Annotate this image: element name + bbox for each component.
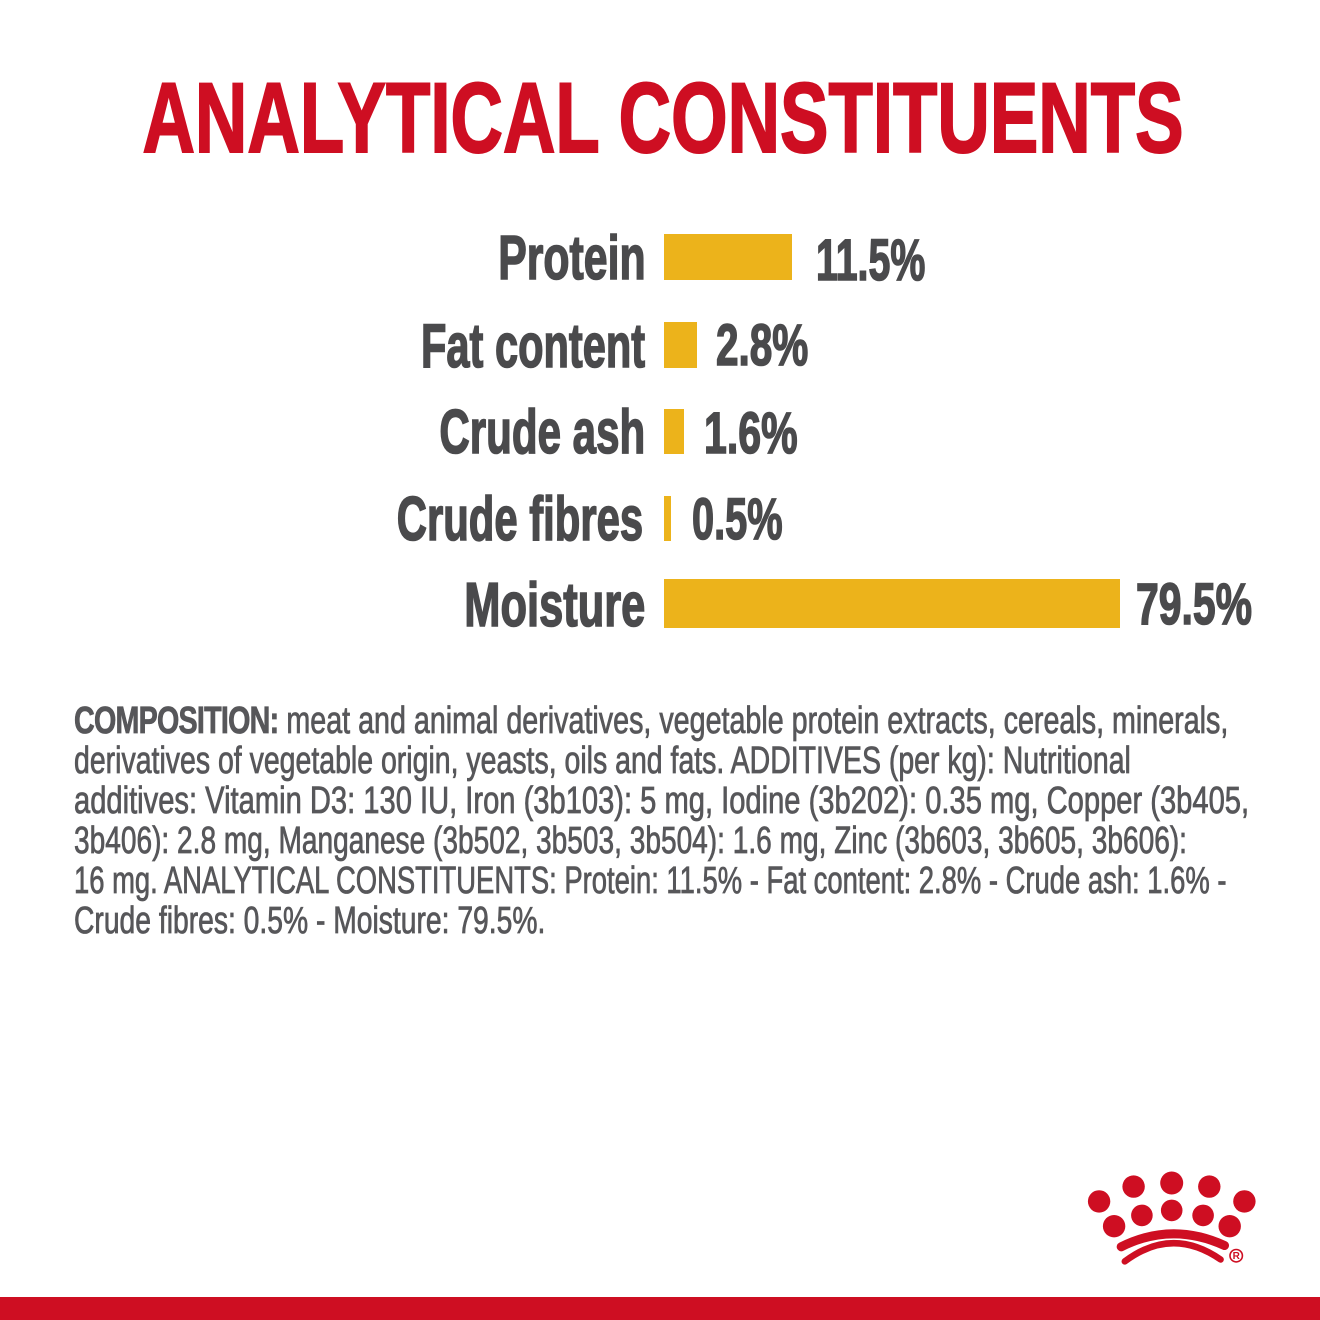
svg-text:R: R — [1233, 1251, 1241, 1262]
